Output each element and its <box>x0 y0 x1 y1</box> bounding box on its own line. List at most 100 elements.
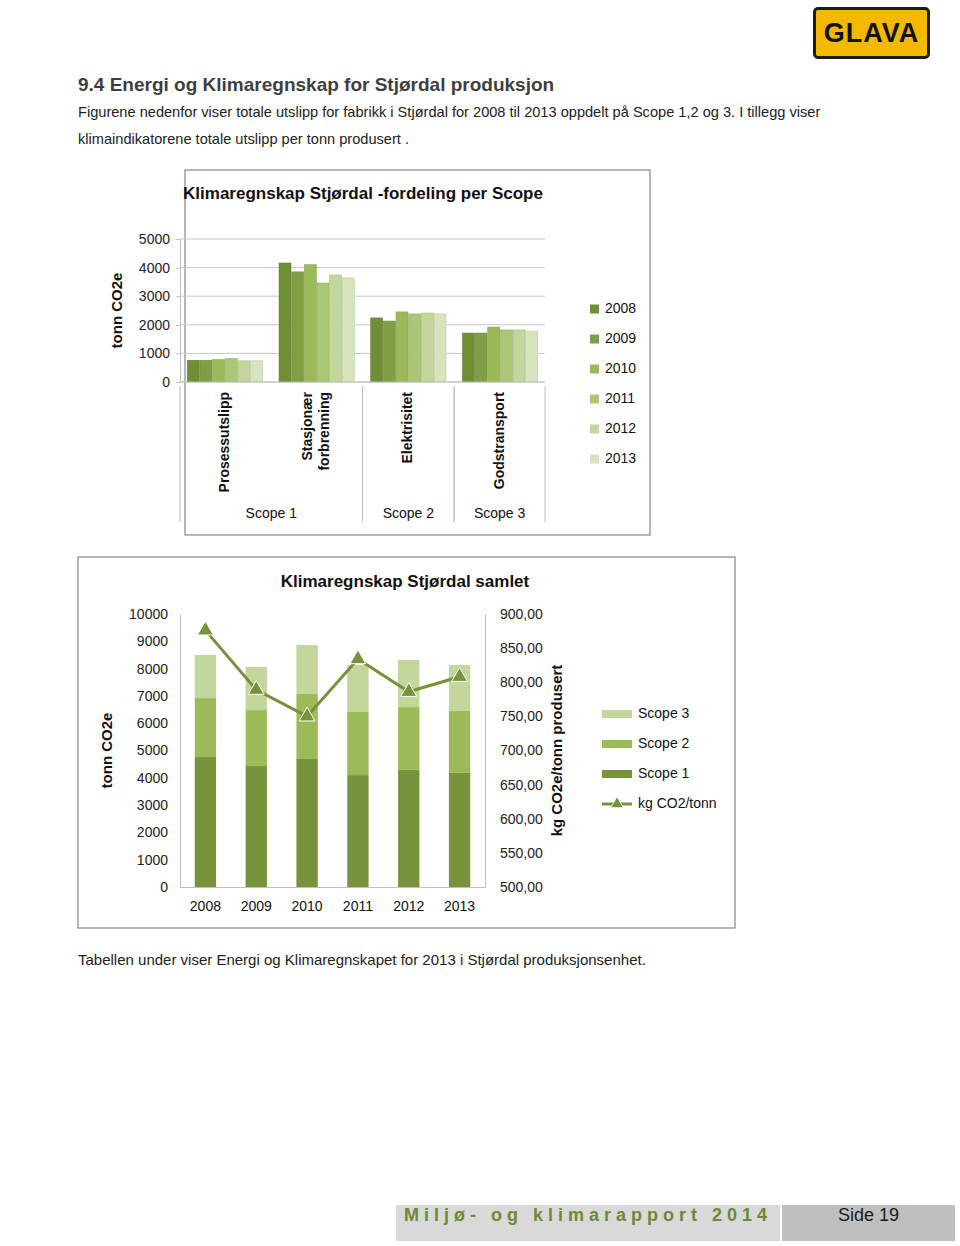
bar-series <box>195 757 471 887</box>
bar <box>200 360 212 382</box>
bar <box>421 313 433 382</box>
bar-series <box>195 645 471 712</box>
legend-item: Scope 1 <box>602 765 690 781</box>
tick-label: 1000 <box>137 852 168 868</box>
tick-label: 650,00 <box>500 777 543 793</box>
tick: 2000 <box>137 824 180 840</box>
tick-mark <box>176 382 180 383</box>
chart-frame <box>78 557 735 928</box>
bar-series <box>195 694 471 775</box>
tick: 2008 <box>190 898 221 914</box>
bar <box>251 361 263 382</box>
page-number: Side 19 <box>782 1205 955 1241</box>
tick: 800,00 <box>485 674 543 690</box>
marker <box>452 668 468 682</box>
tick: 2009 <box>241 898 272 914</box>
tick: 3000 <box>139 288 180 304</box>
legend-item: 2011 <box>590 390 635 406</box>
tick-label: Prosessutslipp <box>216 392 232 492</box>
bar <box>398 707 419 770</box>
y2-axis-title: kg CO2e/tonn produsert <box>548 665 565 837</box>
tick-label: 0 <box>160 879 168 895</box>
tick-label: 3000 <box>137 797 168 813</box>
legend-label: 2013 <box>605 450 636 466</box>
tick-label: 700,00 <box>500 742 543 758</box>
axis-line <box>180 615 181 888</box>
bar <box>330 275 342 382</box>
grid-line <box>180 296 545 297</box>
legend-label: kg CO2/tonn <box>638 795 717 811</box>
tick: 2011 <box>343 898 373 914</box>
tick-label: 2011 <box>343 898 373 914</box>
bar <box>187 360 199 382</box>
bar <box>246 710 267 766</box>
bar <box>396 312 408 382</box>
tick: 900,00 <box>485 606 543 622</box>
y-axis: 0100020003000400050006000700080009000100… <box>129 606 180 895</box>
bar <box>195 757 216 887</box>
bar <box>398 660 419 707</box>
legend: 200820092010201120122013 <box>590 300 636 466</box>
tick-label: 500,00 <box>500 879 543 895</box>
bar <box>449 711 470 773</box>
tick: 1000 <box>139 345 180 361</box>
legend-label: Scope 1 <box>638 765 690 781</box>
group-separator <box>454 386 455 522</box>
tick-label: 600,00 <box>500 811 543 827</box>
tick-label: 9000 <box>137 633 168 649</box>
tick-mark <box>176 325 180 326</box>
bar <box>213 360 225 382</box>
tick-label: 5000 <box>139 231 170 247</box>
tick: 6000 <box>137 715 180 731</box>
axis-line <box>485 615 486 888</box>
chart-title: Klimaregnskap Stjørdal samlet <box>281 572 530 591</box>
group-separator <box>362 386 363 522</box>
legend-label: 2011 <box>605 390 635 406</box>
tick: 4000 <box>137 770 180 786</box>
marker <box>248 681 264 695</box>
legend-swatch <box>590 305 599 314</box>
tick-label: 2012 <box>393 898 424 914</box>
marker <box>350 650 366 664</box>
chart-frame <box>185 170 650 535</box>
tick: 7000 <box>137 688 180 704</box>
legend-item: 2009 <box>590 330 636 346</box>
legend-item: 2010 <box>590 360 636 376</box>
legend-label: Scope 2 <box>638 735 690 751</box>
legend-swatch <box>602 740 632 748</box>
charts: Klimaregnskap Stjørdal -fordeling per Sc… <box>0 0 960 1246</box>
bar <box>225 359 237 382</box>
group-separator <box>180 386 181 522</box>
legend-item: Scope 3 <box>602 705 690 721</box>
group-label: Scope 3 <box>474 505 526 521</box>
tick-label: 4000 <box>137 770 168 786</box>
bar <box>462 333 474 382</box>
legend-swatch <box>590 365 599 374</box>
chart: Klimaregnskap Stjørdal samlet 0 1000 2000 30… <box>78 557 735 928</box>
group-label: Scope 2 <box>383 505 435 521</box>
axis-line <box>181 887 486 888</box>
tick-mark <box>176 268 180 269</box>
grid-line <box>180 267 545 268</box>
legend-label: 2010 <box>605 360 636 376</box>
legend-label: 2008 <box>605 300 636 316</box>
grid-line <box>180 239 545 240</box>
bar <box>296 645 317 694</box>
bar <box>513 330 525 382</box>
tick-label: 2000 <box>139 317 170 333</box>
bar <box>488 327 500 382</box>
bar <box>238 361 250 382</box>
group-separator <box>545 386 546 522</box>
tick: 0 <box>160 879 180 895</box>
category-groups: Scope 1Scope 2Scope 3 <box>180 386 545 522</box>
bar-series <box>200 272 487 382</box>
y-axis-title: tonn CO2e <box>98 713 115 789</box>
legend-label: Scope 3 <box>638 705 690 721</box>
bar <box>449 665 470 711</box>
tick-label: 0 <box>162 374 170 390</box>
intro-text: Figurene nedenfor viser totale utslipp f… <box>78 99 868 153</box>
legend-swatch <box>602 710 632 718</box>
tick: 9000 <box>137 633 180 649</box>
bar <box>371 318 383 382</box>
bar-series <box>225 283 512 382</box>
